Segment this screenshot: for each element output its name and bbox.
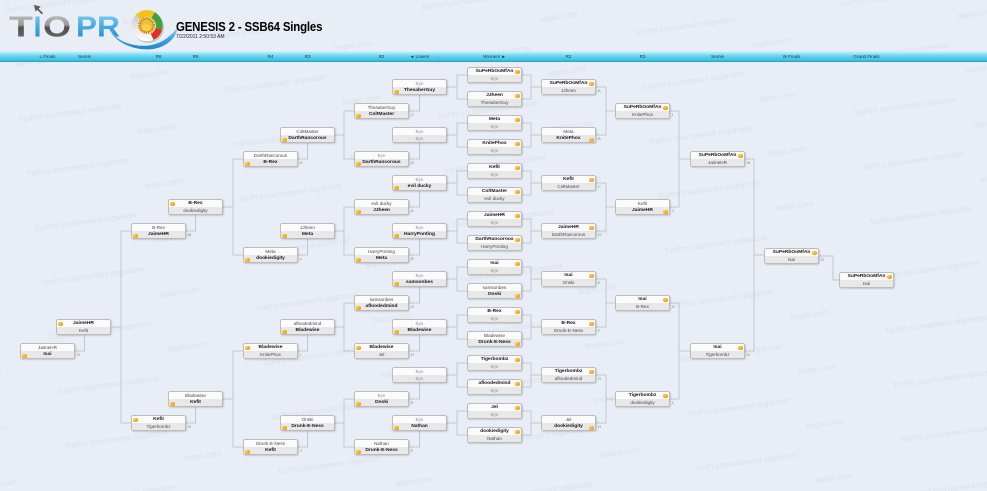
svg-text:I: I: [34, 12, 42, 44]
svg-text:O: O: [43, 12, 71, 44]
svg-text:P: P: [76, 12, 97, 44]
svg-text:T: T: [9, 12, 33, 44]
